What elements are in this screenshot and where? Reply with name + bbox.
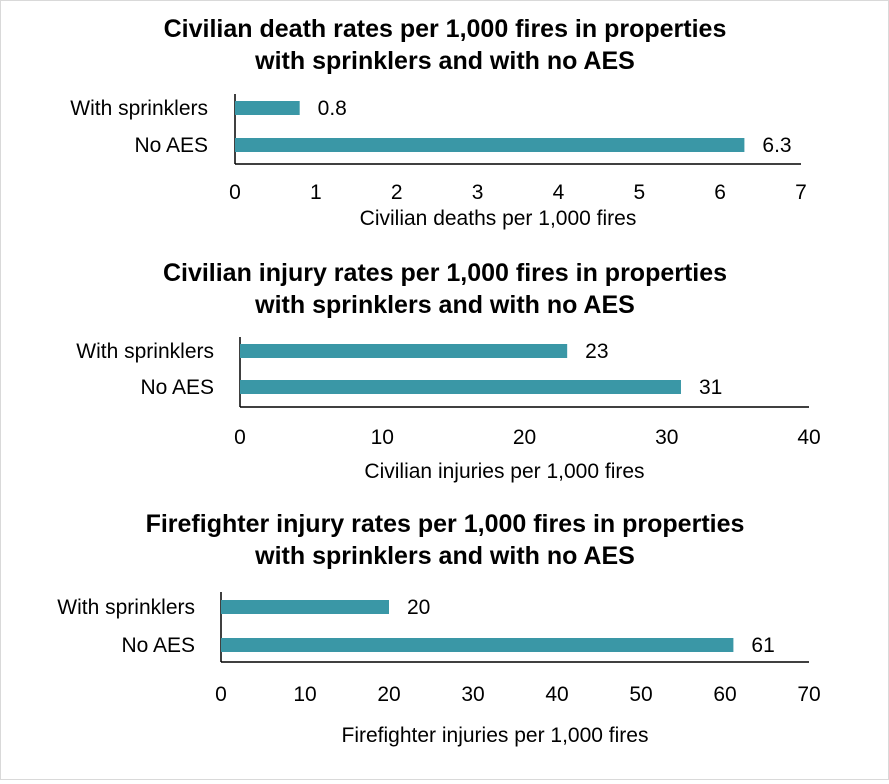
chart-3-bar <box>221 600 389 614</box>
chart-1-value-label: 6.3 <box>762 134 791 157</box>
chart-1-title-line-2: with sprinklers and with no AES <box>254 47 635 75</box>
chart-3-value-label: 61 <box>751 634 774 657</box>
chart-1-tick-label: 3 <box>472 181 484 204</box>
chart-2-bar <box>240 380 681 394</box>
chart-2-tick-label: 30 <box>655 426 678 449</box>
chart-1-category-label: With sprinklers <box>70 97 208 120</box>
chart-1-title-line-1: Civilian death rates per 1,000 fires in … <box>164 15 727 43</box>
chart-2-tick-label: 0 <box>234 426 246 449</box>
chart-1-tick-label: 2 <box>391 181 403 204</box>
chart-3-tick-label: 60 <box>713 683 736 706</box>
chart-1-x-axis-label: Civilian deaths per 1,000 fires <box>360 207 637 230</box>
chart-1-bar <box>235 101 300 115</box>
chart-2-tick-label: 20 <box>513 426 536 449</box>
chart-3-tick-label: 30 <box>461 683 484 706</box>
chart-2-tick-label: 40 <box>797 426 820 449</box>
chart-1-value-label: 0.8 <box>318 97 347 120</box>
chart-3-title-line-1: Firefighter injury rates per 1,000 fires… <box>146 510 745 538</box>
chart-3-tick-label: 0 <box>215 683 227 706</box>
chart-3-value-label: 20 <box>407 596 430 619</box>
chart-2-tick-label: 10 <box>371 426 394 449</box>
chart-2-category-label: No AES <box>140 376 214 399</box>
chart-3-tick-label: 10 <box>293 683 316 706</box>
chart-3-tick-label: 70 <box>797 683 820 706</box>
chart-2-title-line-1: Civilian injury rates per 1,000 fires in… <box>163 259 727 287</box>
chart-1-tick-label: 0 <box>229 181 241 204</box>
chart-1-category-label: No AES <box>134 134 208 157</box>
chart-2-title-line-2: with sprinklers and with no AES <box>254 291 635 319</box>
chart-3-title-line-2: with sprinklers and with no AES <box>254 542 635 570</box>
chart-3-bar <box>221 638 734 652</box>
chart-3-tick-label: 20 <box>377 683 400 706</box>
chart-2-value-label: 31 <box>699 376 722 399</box>
chart-3-tick-label: 40 <box>545 683 568 706</box>
chart-2-category-label: With sprinklers <box>76 340 214 363</box>
chart-3-tick-label: 50 <box>629 683 652 706</box>
chart-1-tick-label: 6 <box>714 181 726 204</box>
chart-1-tick-label: 5 <box>633 181 645 204</box>
chart-3-category-label: With sprinklers <box>57 596 195 619</box>
chart-1-tick-label: 7 <box>795 181 807 204</box>
chart-2-x-axis-label: Civilian injuries per 1,000 fires <box>364 460 644 483</box>
chart-3-category-label: No AES <box>121 634 195 657</box>
chart-1-tick-label: 1 <box>310 181 322 204</box>
chart-2-bar <box>240 344 568 358</box>
chart-1-tick-label: 4 <box>553 181 565 204</box>
chart-1-bar <box>235 138 745 152</box>
chart-3-x-axis-label: Firefighter injuries per 1,000 fires <box>342 724 649 747</box>
chart-2-value-label: 23 <box>585 340 608 363</box>
